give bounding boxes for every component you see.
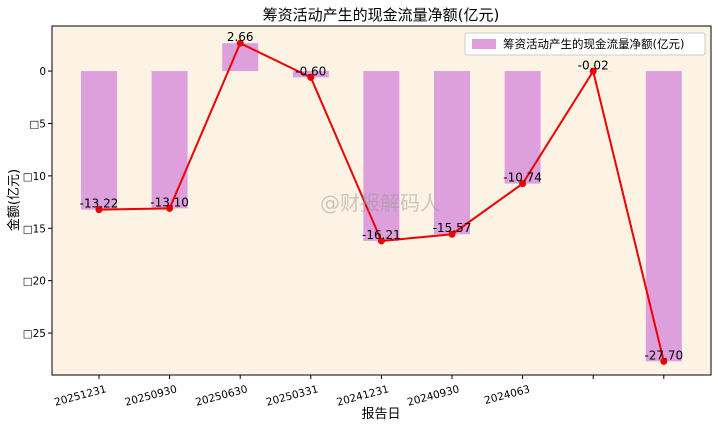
data-label: -15.57 (433, 221, 472, 235)
bar (363, 71, 400, 241)
legend-box (464, 32, 706, 56)
bar (151, 71, 188, 209)
bar (645, 71, 682, 362)
x-axis: 20251231 20250930 20250630 20250331 20241231… (53, 375, 665, 409)
y-tick-label: □5 (29, 118, 46, 130)
x-tick-label: 20241231 (335, 383, 390, 408)
data-point (377, 237, 385, 245)
y-axis-label: 金额(亿元) (6, 169, 22, 231)
x-tick-label: 20240930 (406, 383, 461, 408)
line-layer (95, 39, 668, 365)
data-point (589, 67, 597, 75)
data-label: -16.21 (362, 228, 401, 242)
x-tick-label: 20250331 (265, 383, 320, 408)
data-point (95, 206, 103, 214)
data-point (519, 180, 527, 188)
bars (81, 43, 682, 362)
legend-swatch (472, 39, 496, 49)
data-label: -13.22 (80, 197, 119, 211)
y-tick-label: □15 (23, 223, 46, 235)
x-axis-label: 报告日 (361, 407, 400, 422)
bar (81, 71, 117, 210)
data-label: -13.10 (150, 195, 189, 209)
x-tick-label: 2024063 (483, 383, 531, 407)
legend-label: 筹资活动产生的现金流量净额(亿元) (503, 37, 684, 51)
data-label: -0.60 (295, 64, 326, 78)
data-label: 2.66 (227, 30, 254, 44)
data-point (166, 204, 174, 212)
data-point (236, 39, 244, 47)
data-point (448, 230, 456, 238)
y-tick-label: □10 (23, 171, 46, 183)
x-tick-label: 20251231 (53, 383, 108, 408)
x-tick-label: 20250930 (124, 383, 179, 408)
watermark: @财报解码人 (320, 191, 440, 215)
chart-title: 筹资活动产生的现金流量净额(亿元) (263, 6, 500, 24)
bar (222, 43, 259, 72)
bar (434, 71, 470, 235)
y-tick-label: 0 (39, 66, 46, 78)
y-axis: 0 □5 □10 □15 □20 □25 (23, 66, 52, 340)
y-tick-label: □25 (23, 328, 46, 340)
data-label: -10.74 (503, 171, 542, 185)
data-label: -27.70 (644, 348, 683, 362)
bar (504, 71, 541, 184)
x-tick-label: 20250630 (194, 383, 249, 408)
legend: 筹资活动产生的现金流量净额(亿元) (464, 32, 706, 56)
data-point (660, 357, 668, 365)
data-label: -0.02 (578, 58, 609, 72)
data-point (307, 73, 315, 81)
y-tick-label: □20 (23, 276, 46, 288)
data-labels: -13.22 -13.10 2.66 -0.60 -16.21 -15.57 -10.74 -… (80, 30, 683, 362)
